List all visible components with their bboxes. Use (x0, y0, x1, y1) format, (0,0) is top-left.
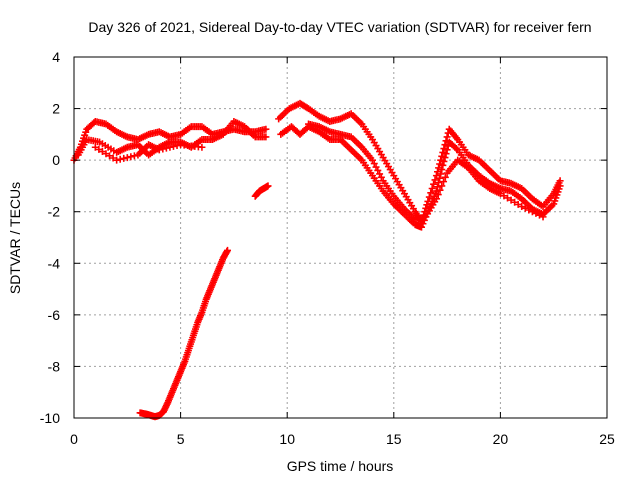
series-track-c (91, 141, 206, 164)
data-point (539, 213, 547, 221)
data-point (113, 156, 121, 164)
data-point (262, 125, 270, 133)
data-point (436, 186, 444, 194)
data-point (514, 200, 522, 208)
y-tick-label: -6 (48, 307, 61, 323)
data-point (127, 153, 135, 161)
data-point (435, 164, 443, 172)
data-point (438, 152, 446, 160)
data-point (521, 204, 529, 212)
data-point (424, 197, 432, 205)
data-point (532, 209, 540, 217)
data-point (436, 160, 444, 168)
data-point (440, 145, 448, 153)
data-point (511, 198, 519, 206)
y-tick-label: 2 (52, 101, 60, 117)
data-point (438, 182, 446, 190)
data-point (130, 152, 138, 160)
y-tick-label: -4 (48, 255, 61, 271)
x-tick-label: 5 (177, 431, 185, 447)
data-point (423, 201, 431, 209)
data-point (452, 145, 460, 153)
data-marks (70, 99, 564, 421)
x-tick-label: 20 (493, 431, 509, 447)
data-point (169, 142, 177, 150)
data-point (102, 150, 110, 158)
data-point (439, 148, 447, 156)
x-tick-label: 15 (386, 431, 402, 447)
data-point (431, 176, 439, 184)
data-point (442, 137, 450, 145)
data-point (159, 145, 167, 153)
data-point (442, 150, 450, 158)
data-point (535, 211, 543, 219)
data-point (443, 146, 451, 154)
data-point (120, 154, 128, 162)
series-steep-track (136, 246, 232, 421)
x-tick-label: 10 (279, 431, 295, 447)
data-point (435, 178, 443, 186)
data-point (166, 143, 174, 151)
data-point (173, 142, 181, 150)
data-point (264, 182, 272, 190)
data-point (198, 143, 206, 151)
data-point (496, 190, 504, 198)
y-tick-label: -2 (48, 204, 61, 220)
data-point (95, 145, 103, 153)
y-tick-label: 4 (52, 49, 60, 65)
y-tick-label: -8 (48, 358, 61, 374)
data-point (441, 141, 449, 149)
data-point (427, 189, 435, 197)
data-point (440, 178, 448, 186)
data-point (262, 133, 270, 141)
data-point (106, 152, 114, 160)
data-point (162, 144, 170, 152)
data-point (91, 143, 99, 151)
data-point (443, 133, 451, 141)
series-track-b (74, 117, 270, 159)
data-point (109, 154, 117, 162)
data-point (432, 195, 440, 203)
axis-ticks: 0 5 10 15 20 25 -10 -8 -6 -4 -2 0 2 4 (40, 49, 615, 447)
data-point (440, 157, 448, 165)
data-point (441, 154, 449, 162)
data-point (98, 148, 106, 156)
series-track-f (305, 120, 547, 223)
data-point (441, 173, 449, 181)
x-axis-label: GPS time / hours (287, 458, 394, 474)
data-point (434, 191, 442, 199)
data-point (507, 196, 515, 204)
data-point (224, 246, 232, 254)
x-tick-label: 25 (599, 431, 615, 447)
data-point (432, 172, 440, 180)
y-tick-label: 0 (52, 152, 60, 168)
data-point (504, 194, 512, 202)
data-point (525, 206, 533, 214)
series-track-e (275, 99, 564, 226)
data-point (430, 180, 438, 188)
data-point (425, 193, 433, 201)
series-isolated-segment (251, 182, 272, 200)
y-tick-label: -10 (40, 410, 60, 426)
data-point (518, 203, 526, 211)
data-point (428, 185, 436, 193)
data-point (437, 156, 445, 164)
data-point (123, 154, 131, 162)
chart-title: Day 326 of 2021, Sidereal Day-to-day VTE… (88, 19, 591, 35)
data-point (155, 146, 163, 154)
x-tick-label: 0 (70, 431, 78, 447)
plot-frame (73, 56, 608, 419)
data-point (434, 168, 442, 176)
data-point (116, 155, 124, 163)
data-point (528, 208, 536, 216)
data-point (500, 192, 508, 200)
data-point (439, 161, 447, 169)
data-point (556, 177, 564, 185)
y-axis-label: SDTVAR / TECUs (7, 182, 23, 294)
grid (74, 57, 607, 418)
